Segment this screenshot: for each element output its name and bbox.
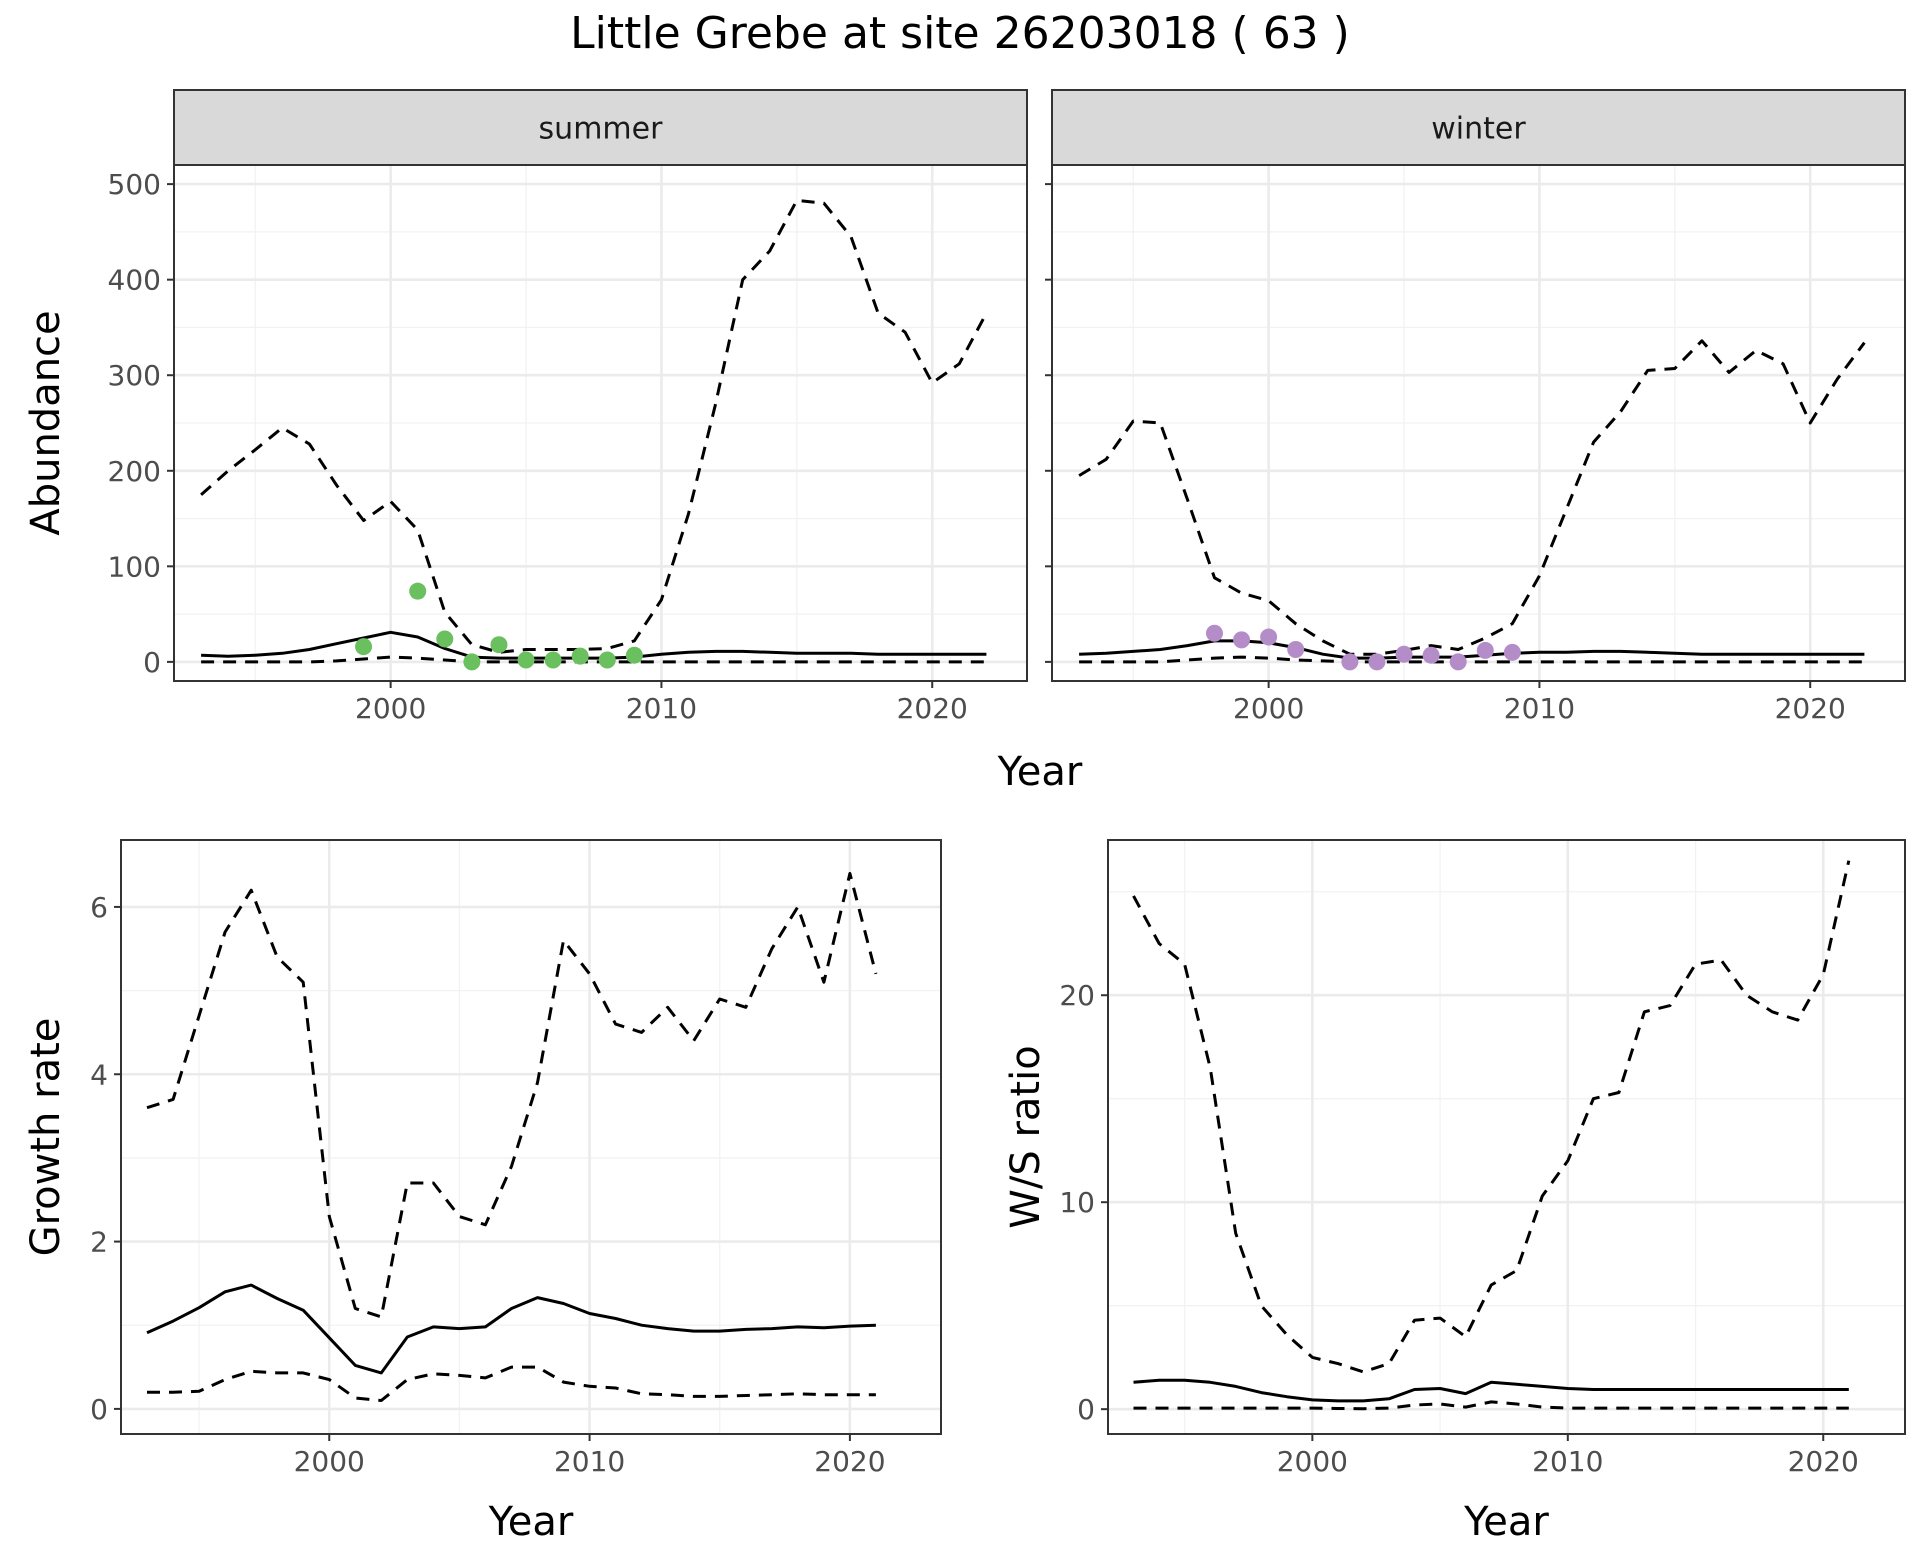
series-line-upper (200, 198, 988, 654)
observed-point (625, 646, 643, 664)
x-tick-label: 2020 (897, 692, 968, 725)
y-axis-title: Growth rate (23, 1018, 69, 1257)
series-line-estimate (1133, 1378, 1849, 1403)
panel-growth-rate: 2000 2010 2020 0 2 4 6 Growth rate Year (23, 839, 942, 1545)
y-tick-label: 500 (108, 168, 161, 201)
x-tick-label: 2000 (1233, 692, 1304, 725)
series-line-lower (147, 1365, 876, 1402)
x-tick-label: 2020 (1775, 692, 1846, 725)
x-tick-label: 2020 (1788, 1445, 1859, 1478)
observed-point (1260, 628, 1278, 646)
observed-point (517, 651, 535, 669)
facet-label-winter: winter (1431, 112, 1526, 147)
observed-point (571, 647, 589, 665)
panel-ws-ratio: 2000 2010 2020 0 10 20 W/S ratio Year (1003, 839, 1906, 1545)
observed-point (1341, 653, 1359, 671)
x-axis-title: Year (488, 1499, 574, 1545)
y-axis-title: W/S ratio (1003, 1045, 1049, 1228)
y-tick-label: 0 (143, 646, 161, 679)
series-line-lower (1133, 1400, 1849, 1411)
series-line-estimate (1079, 639, 1865, 660)
x-tick-label: 2010 (554, 1445, 625, 1478)
facet-strip-summer (173, 89, 1028, 166)
x-tick-label: 2000 (1277, 1445, 1348, 1478)
observed-point (1368, 653, 1386, 671)
y-axis-title: Abundance (23, 310, 69, 535)
observed-point (1503, 643, 1521, 661)
y-tick-label: 100 (108, 550, 161, 583)
series-line-estimate (146, 1283, 876, 1375)
series-line-upper (1132, 860, 1851, 1374)
x-axis-title: Year (1463, 1499, 1549, 1545)
panel-border (173, 164, 1028, 682)
observed-point (1476, 641, 1494, 659)
x-tick-label: 2000 (355, 692, 426, 725)
observed-point (1233, 631, 1251, 649)
observed-point (490, 636, 508, 654)
y-tick-label: 200 (108, 455, 161, 488)
facet-strip-winter (1051, 89, 1906, 166)
observed-point (355, 638, 373, 656)
observed-point (1449, 653, 1467, 671)
series-line-upper (1078, 339, 1866, 656)
observed-point (598, 651, 616, 669)
y-tick-label: 20 (1059, 979, 1095, 1012)
x-tick-label: 2020 (814, 1445, 885, 1478)
facet-label-summer: summer (539, 112, 664, 147)
x-tick-label: 2000 (294, 1445, 365, 1478)
observed-point (436, 630, 454, 648)
series-line-upper (146, 872, 878, 1319)
y-tick-label: 6 (90, 891, 108, 924)
y-tick-label: 10 (1059, 1186, 1095, 1219)
observed-point (409, 582, 427, 600)
y-tick-label: 400 (108, 264, 161, 297)
panel-border (1107, 839, 1906, 1435)
x-tick-label: 2010 (1504, 692, 1575, 725)
panel-border (120, 839, 942, 1435)
observed-point (1422, 646, 1440, 664)
observed-point (463, 653, 481, 671)
panel-abundance-summer: summer 2000 2010 2020 0 100 200 300 400 500 Abunda… (23, 89, 1028, 725)
observed-point (544, 651, 562, 669)
panel-border (1051, 164, 1906, 682)
x-tick-label: 2010 (626, 692, 697, 725)
y-tick-label: 4 (90, 1058, 108, 1091)
y-tick-label: 2 (90, 1226, 108, 1259)
figure-title: Little Grebe at site 26203018 ( 63 ) (570, 8, 1350, 59)
observed-point (1287, 640, 1305, 658)
y-tick-label: 0 (1077, 1393, 1095, 1426)
series-line-estimate (201, 630, 987, 660)
y-tick-label: 0 (90, 1393, 108, 1426)
panel-abundance-winter: winter 2000 2010 2020 (1045, 89, 1906, 725)
y-tick-label: 300 (108, 359, 161, 392)
x-tick-label: 2010 (1532, 1445, 1603, 1478)
observed-point (1395, 645, 1413, 663)
observed-point (1205, 624, 1223, 642)
shared-x-axis-title: Year (997, 749, 1083, 795)
